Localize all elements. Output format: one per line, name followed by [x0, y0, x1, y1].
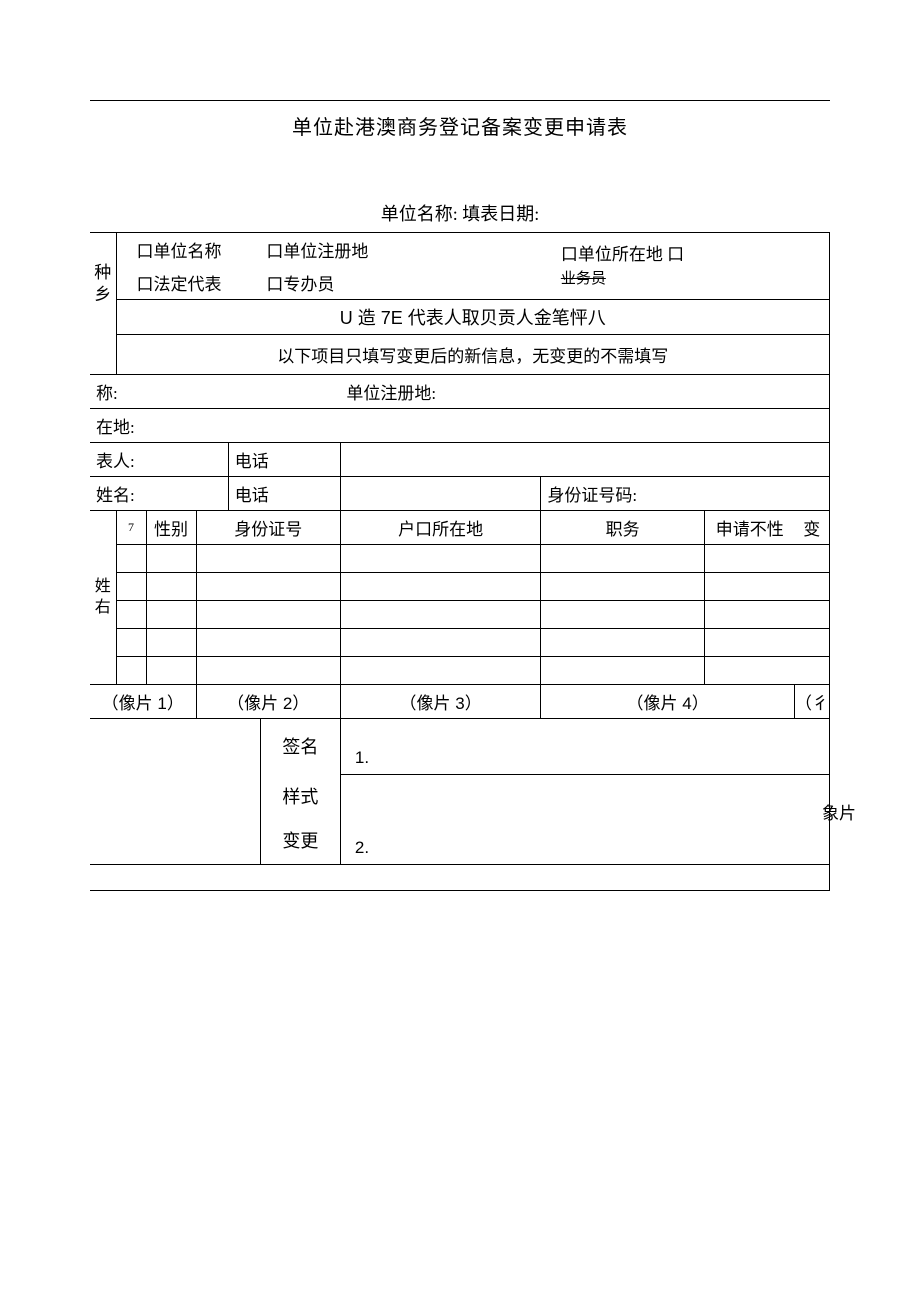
label-xingming: 姓名: — [90, 477, 228, 511]
label-phone2: 电话 — [228, 477, 340, 511]
label-rep: 表人: — [90, 443, 228, 477]
cb-bottom-line: U 造 7E 代表人取贝贡人金笔怦八 — [116, 300, 830, 335]
col-hukou: 户口所在地 — [340, 511, 540, 545]
table-row — [90, 573, 830, 601]
cb-biz: 业务员 — [561, 268, 823, 291]
col-id: 身份证号 — [196, 511, 340, 545]
table-row — [90, 657, 830, 685]
photo-4: （像片 4） — [541, 685, 795, 719]
label-name: 称: — [90, 375, 340, 409]
col-job: 职务 — [541, 511, 705, 545]
photo-5a: （彳 — [795, 694, 829, 713]
table-row — [90, 629, 830, 657]
sig-label-3: 变更 — [260, 819, 340, 864]
label-reg-addr: 单位注册地: — [340, 375, 829, 409]
col-change: 变 — [794, 511, 829, 545]
photo-1: （像片 1） — [90, 685, 196, 719]
sig-2: 2. — [340, 775, 829, 865]
note-row: 以下项目只填写变更后的新信息，无变更的不需填写 — [116, 335, 830, 375]
cb-unit-loc: 口单位所在地 口 — [561, 242, 823, 268]
col-small: 7 — [116, 511, 146, 545]
form-table: 种乡 口单位名称 口单位注册地 口单位所在地 口 业务员 口法定代表 口专办员 … — [90, 232, 830, 891]
col-gender: 性别 — [146, 511, 196, 545]
photo-5b: 象片 — [822, 804, 856, 824]
label-idno: 身份证号码: — [541, 477, 830, 511]
table-row — [90, 601, 830, 629]
cb-special: 口专办员 — [260, 266, 540, 300]
page-title: 单位赴港澳商务登记备案变更申请表 — [90, 111, 830, 140]
label-phone1: 电话 — [228, 443, 340, 477]
col-apply: 申请不性 — [704, 511, 794, 545]
photo-2: （像片 2） — [196, 685, 340, 719]
photo-3: （像片 3） — [340, 685, 540, 719]
sig-1: 1. — [340, 719, 829, 775]
col-left: 姓右 — [90, 511, 116, 685]
sig-label-2: 样式 — [260, 775, 340, 820]
subhead: 单位名称: 填表日期: — [90, 200, 830, 226]
cb-reg-addr: 口单位注册地 — [260, 233, 540, 267]
label-loc: 在地: — [90, 409, 830, 443]
cb-unit-name: 口单位名称 — [116, 233, 260, 267]
kind-label: 种乡 — [90, 233, 116, 335]
cb-legal-rep: 口法定代表 — [116, 266, 260, 300]
table-row — [90, 545, 830, 573]
sig-label-1: 签名 — [260, 719, 340, 775]
